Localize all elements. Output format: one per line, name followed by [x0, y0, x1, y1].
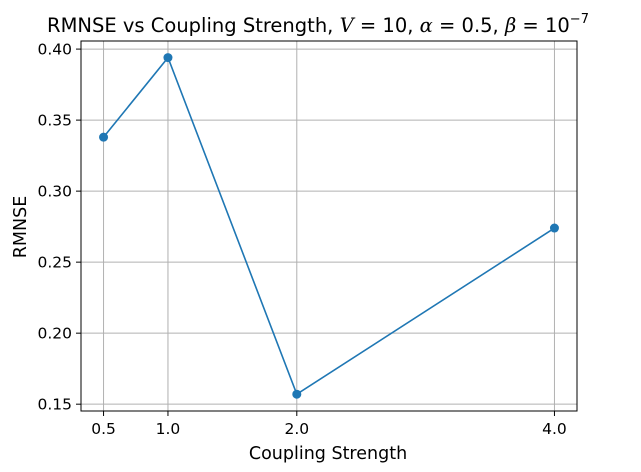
x-axis-label: Coupling Strength	[249, 444, 407, 464]
grid	[81, 41, 577, 411]
y-tick-label: 0.15	[37, 396, 72, 414]
data-point	[292, 389, 302, 399]
y-tick-label: 0.40	[37, 41, 72, 59]
y-axis-label: RMNSE	[11, 196, 31, 259]
data-point	[549, 223, 559, 233]
x-tick-label: 2.0	[284, 420, 309, 438]
x-tick-label: 1.0	[156, 420, 181, 438]
y-tick-label: 0.30	[37, 183, 72, 201]
plot-frame	[80, 40, 578, 412]
data-point	[163, 53, 173, 63]
series-layer	[99, 53, 559, 399]
chart-title: RMNSE vs Coupling Strength, V = 10, α = …	[47, 12, 589, 37]
x-tick-label: 4.0	[542, 420, 567, 438]
series-line	[102, 56, 555, 396]
data-point	[99, 132, 109, 142]
x-tick-label: 0.5	[91, 420, 116, 438]
y-tick-label: 0.20	[37, 325, 72, 343]
tick-layer: 0.5 1.0 2.0 4.0 0.15 0.20 0.25 0.30 0.35 0.40	[37, 41, 566, 438]
y-tick-label: 0.35	[37, 112, 72, 130]
y-tick-label: 0.25	[37, 254, 72, 272]
